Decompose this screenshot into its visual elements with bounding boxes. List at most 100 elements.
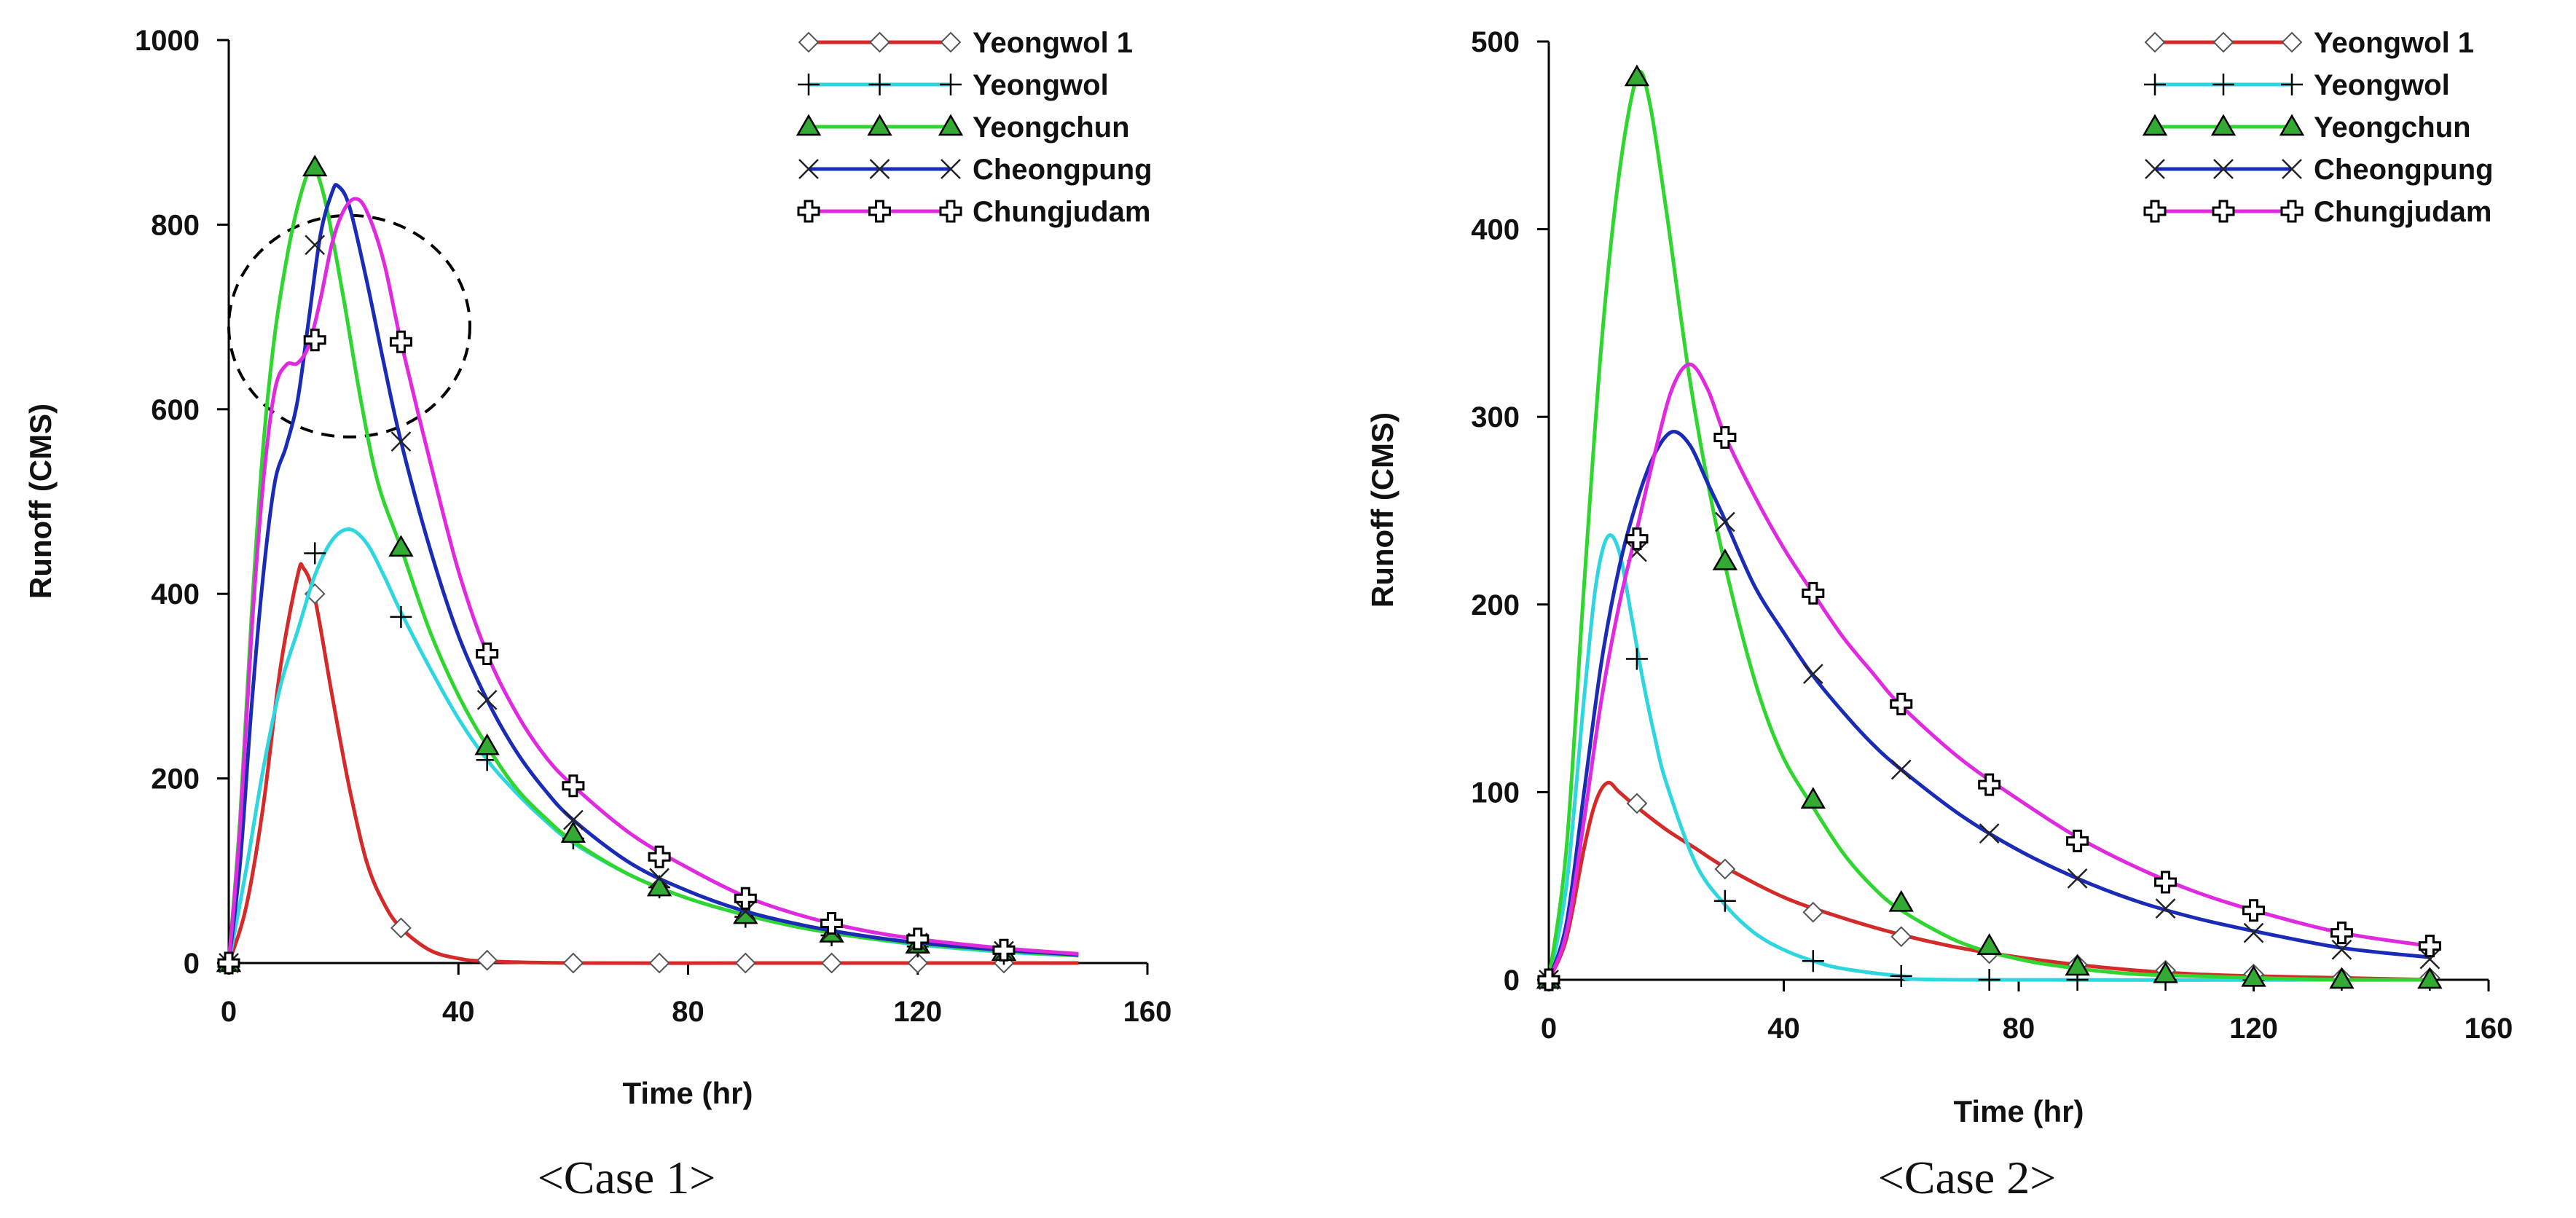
chart1-caption: <Case 1> [538, 1152, 716, 1203]
legend-marker [868, 200, 891, 223]
data-point-chungjudam [2418, 935, 2441, 958]
x-tick-label: 80 [2003, 1013, 2035, 1045]
legend-entry-yeongwol-1: Yeongwol 1 [2144, 27, 2474, 59]
data-point-yeongwol-1 [1802, 901, 1824, 923]
data-point-yeongchun [1624, 64, 1650, 87]
data-point-cheongpung [2155, 898, 2176, 919]
y-tick-label: 200 [151, 763, 200, 795]
legend-label: Yeongchun [2314, 111, 2471, 144]
data-point-yeongwol [1978, 969, 2000, 991]
data-point-yeongchun [2329, 967, 2355, 989]
data-point-yeongwol [304, 542, 326, 565]
data-point-cheongpung [476, 690, 498, 710]
y-tick-label: 0 [184, 948, 200, 980]
chart1-series [216, 154, 1079, 975]
legend-marker [2213, 159, 2234, 179]
legend-marker [2144, 74, 2166, 95]
chart1-annotation-ellipse [227, 213, 472, 439]
data-point-chungjudam [734, 887, 757, 910]
legend-marker [2279, 114, 2305, 136]
legend-marker [2143, 200, 2167, 223]
series-line-yeongchun [1547, 70, 2430, 982]
chart2-legend: Yeongwol 1 Yeongwol Yeongchun Cheongpung Chu… [2142, 27, 2494, 228]
y-tick-label: 800 [151, 209, 200, 241]
data-point-yeongchun [1888, 889, 1914, 912]
data-point-cheongpung [1714, 511, 1735, 533]
legend-marker [939, 200, 962, 223]
data-point-yeongwol [1802, 950, 1824, 973]
data-point-yeongchun [474, 733, 500, 755]
legend-marker [869, 159, 890, 179]
data-point-cheongpung [649, 868, 669, 889]
series-line-yeongwol [1547, 533, 2430, 982]
data-point-chungjudam [562, 774, 585, 798]
legend-label: Chungjudam [2314, 196, 2491, 228]
series-line-chungjudam [1547, 362, 2430, 981]
data-point-cheongpung [1979, 823, 2000, 844]
y-tick-label: 100 [1471, 777, 1520, 809]
data-point-yeongchun [646, 874, 672, 897]
x-tick-label: 160 [2465, 1013, 2513, 1045]
data-point-yeongwol-1 [1890, 926, 1912, 948]
legend-label: Yeongwol 1 [2314, 27, 2474, 59]
data-point-chungjudam [2330, 922, 2353, 945]
data-point-cheongpung [562, 809, 584, 830]
x-tick-label: 40 [1767, 1013, 1800, 1045]
legend-marker [2212, 74, 2234, 95]
chart2-caption: <Case 2> [1878, 1152, 2057, 1203]
data-point-yeongwol-1 [821, 952, 842, 974]
data-point-cheongpung [2419, 948, 2440, 970]
legend-marker [798, 159, 819, 179]
data-point-yeongchun [302, 154, 328, 177]
chart1-x-axis-title: Time (hr) [623, 1076, 753, 1110]
legend-marker [798, 74, 820, 95]
data-point-yeongchun [388, 535, 414, 557]
x-tick-label: 40 [442, 996, 475, 1028]
y-tick-label: 300 [1471, 401, 1520, 433]
legend-label: Yeongchun [973, 111, 1130, 144]
legend-entry-yeongwol-1: Yeongwol 1 [798, 27, 1133, 59]
data-point-cheongpung [305, 235, 326, 256]
data-point-yeongwol-1 [390, 917, 412, 939]
data-point-yeongchun [1976, 933, 2002, 955]
legend-marker [2282, 159, 2302, 179]
y-tick-label: 400 [1471, 214, 1520, 246]
data-point-chungjudam [217, 951, 240, 975]
legend-entry-cheongpung: Cheongpung [798, 154, 1152, 186]
legend-marker [798, 31, 820, 53]
legend-marker [869, 31, 890, 53]
y-tick-label: 600 [151, 394, 200, 426]
x-tick-label: 160 [1123, 996, 1172, 1028]
y-tick-label: 200 [1471, 589, 1520, 621]
y-tick-label: 0 [1504, 964, 1520, 997]
series-line-cheongpung [1547, 430, 2430, 981]
legend-marker [2281, 31, 2303, 53]
legend-marker [941, 159, 961, 179]
data-point-yeongwol-1 [476, 949, 498, 971]
data-point-yeongwol-1 [1626, 793, 1648, 814]
legend-entry-yeongchun: Yeongchun [796, 111, 1130, 144]
data-point-yeongwol-1 [907, 952, 929, 974]
x-tick-label: 80 [672, 996, 704, 1028]
legend-entry-yeongwol: Yeongwol [2144, 69, 2450, 101]
data-point-chungjudam [2154, 871, 2178, 894]
chart2-ticks: 0 40 80 120 160 0 100 200 300 400 500 [1471, 26, 2513, 1045]
data-point-chungjudam [476, 643, 499, 666]
data-point-cheongpung [1802, 664, 1823, 684]
data-point-chungjudam [2242, 899, 2265, 922]
x-tick-label: 0 [221, 996, 237, 1028]
legend-marker [940, 31, 962, 53]
data-point-chungjudam [1978, 773, 2001, 796]
legend-marker [940, 74, 962, 95]
y-tick-label: 1000 [135, 25, 200, 57]
peak-annotation-ellipse [227, 213, 472, 439]
x-tick-label: 120 [2229, 1013, 2278, 1045]
legend-marker [2212, 200, 2235, 223]
data-point-chungjudam [992, 938, 1016, 962]
data-point-yeongchun [560, 821, 586, 843]
legend-label: Yeongwol 1 [973, 27, 1133, 59]
data-point-yeongwol [1890, 964, 1912, 987]
